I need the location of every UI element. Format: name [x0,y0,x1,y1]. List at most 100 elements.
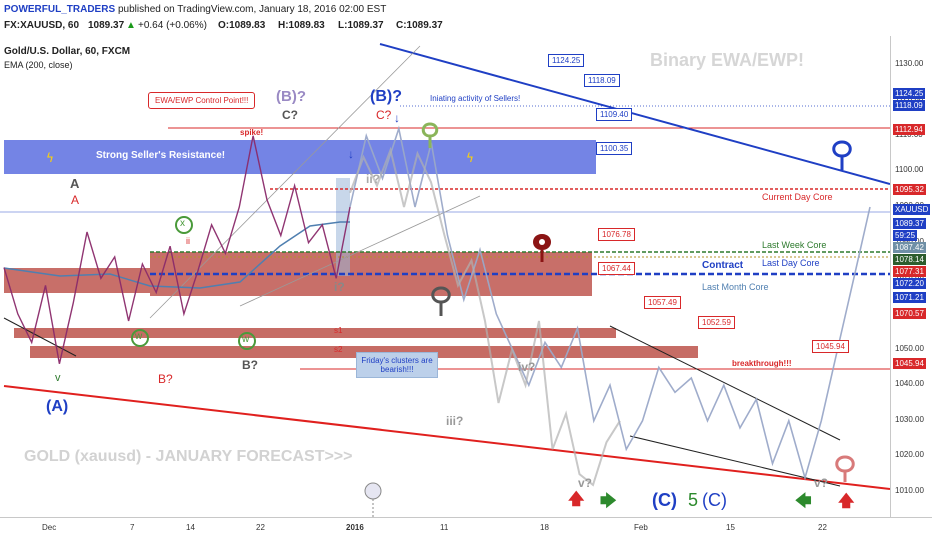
w-circle-marker [131,329,149,347]
callout-1118: 1118.09 [584,74,620,87]
y-tick-label: 1050.00 [895,343,924,353]
up-arrow-icon: ▲ [126,20,136,31]
wave-b-red: B? [158,372,173,386]
price-tag: 1070.57 [893,308,926,319]
wave-v-2: v? [578,476,593,490]
wave-c-major-2: 5 [688,490,699,510]
callout-1124: 1124.25 [548,54,585,67]
green-pin-icon [421,122,439,148]
red-up-arrow-icon: 🡅 [568,490,585,508]
wave-c-red: C? [376,108,392,122]
y-tick-label: 1010.00 [895,486,924,496]
price-series-group [3,125,871,487]
y-tick-label: 1130.00 [895,58,924,68]
wave-c-major-1: (C) [652,490,677,510]
price-chart[interactable]: 🡅 🡅 🡆 🡄 ↓ ↓ ϟ ϟ [0,36,890,517]
open-value: O:1089.83 [218,20,266,31]
current-price: 1089.37 [88,20,125,31]
price-tag: XAUUSD [893,204,931,215]
green-right-arrow-icon: 🡆 [600,492,617,510]
callout-1045: 1045.94 [812,340,849,353]
y-tick-label: 1080.00 [895,237,924,246]
chart-header: POWERFUL_TRADERS published on TradingVie… [0,0,932,36]
breakthrough-label: breakthrough!!! [732,359,792,368]
resistance-zone [4,140,596,174]
left-trendline [3,317,77,357]
resistance-label: Strong Seller's Resistance! [96,150,226,161]
x-tick-label: 14 [186,523,195,532]
high-value: H:1089.83 [278,20,325,31]
wave-b-purple: (B)? [276,88,306,105]
wave-c-major-3: (C) [702,490,727,510]
blue-down-arrow-icon: ↓ [394,111,400,125]
last-week-core-label: Last Week Core [762,240,827,250]
wave-i: i? [334,280,345,294]
price-tag: 1089.37 [893,218,926,229]
y-tick-label: 1020.00 [895,450,924,460]
price-tag: 1112.94 [893,124,925,135]
y-tick-label: 1030.00 [895,414,924,424]
callout-1109: 1109.40 [596,108,633,121]
last-month-core-label: Last Month Core [702,282,769,292]
price-tag: 1071.21 [893,292,926,303]
watermark-text: Binary EWA/EWP! [650,50,805,70]
x-tick-label: 7 [130,523,135,532]
wave-v-1: v [55,372,61,384]
price-tag: 1045.94 [893,358,926,369]
us-flag-event-icon[interactable] [364,482,382,500]
green-left-arrow-icon: 🡄 [795,492,812,510]
callout-1100: 1100.35 [596,142,633,155]
lightning-icon: ϟ [46,151,54,165]
publisher-name[interactable]: POWERFUL_TRADERS [4,4,116,15]
wave-x: x [180,218,185,229]
callout-1067: 1067.44 [598,262,635,275]
lightning-icon-2: ϟ [466,151,474,165]
legend-indicator: EMA (200, close) [4,60,73,70]
y-tick-label: 1040.00 [895,379,924,389]
x-tick-label: 2016 [346,523,364,532]
ema-200-line [3,221,350,289]
x-tick-label: 22 [256,523,265,532]
dark-red-pin-icon [533,234,551,262]
control-point-callout: EWA/EWP Control Point!!! [148,92,256,109]
wave-b-black: B? [242,358,258,372]
blue-down-arrow-icon-2: ↓ [348,147,354,161]
spike-label: spike! [240,128,264,137]
x-tick-label: 22 [818,523,827,532]
wave-b-blue: (B)? [370,88,402,105]
chart-plot-area[interactable]: 🡅 🡅 🡆 🡄 ↓ ↓ ϟ ϟ Gold/U.S. Dollar, 60, FX… [0,36,890,517]
blue-resistance-trendline [379,43,890,185]
price-tag: 1077.31 [893,266,926,277]
x-tick-label: Feb [634,523,648,532]
price-change: +0.64 (+0.06%) [138,20,207,31]
wave-v-3: v? [814,476,829,490]
price-tag: 1124.25 [893,88,926,99]
price-tag: 1087.42 [893,242,926,253]
x-tick-label: 15 [726,523,735,532]
wave-a-black: A [70,176,80,191]
current-day-core-label: Current Day Core [762,192,833,202]
y-tick-label: 1100.00 [895,165,924,175]
price-tag: 1095.32 [893,184,926,195]
fridays-clusters-note: Friday's clusters are bearish!!! [356,352,438,378]
price-tag: 1078.14 [893,254,926,265]
price-tag: 59:25 [893,230,918,241]
wave-a-red: A [71,193,80,207]
price-tag: 1118.09 [893,100,925,111]
w-circle-marker-2 [238,332,256,350]
x-tick-label: Dec [42,523,57,532]
published-text: published on TradingView.com, January 18… [118,4,387,15]
time-axis[interactable]: Dec 7 14 22 2016 11 18 Feb 15 22 [0,517,932,551]
callout-1057: 1057.49 [644,296,681,309]
pink-pin-icon [835,455,855,482]
x-tick-label: 18 [540,523,549,532]
blue-pin-icon [832,140,852,170]
low-value: L:1089.37 [338,20,384,31]
contract-label: Contract [702,260,744,271]
s2-label: s2 [334,345,343,354]
price-series-line [3,135,351,364]
x-tick-label: 11 [440,523,449,532]
price-tag: 1072.20 [893,278,926,289]
callout-1076: 1076.78 [598,228,635,241]
red-support-trendline [3,385,890,490]
